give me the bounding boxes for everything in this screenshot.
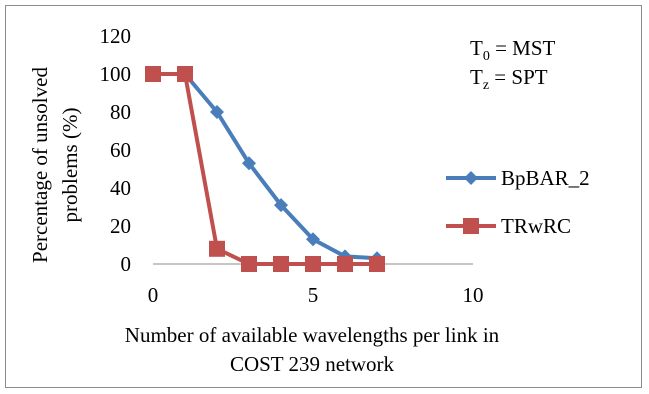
data-point-square xyxy=(369,256,385,272)
y-tick-label: 60 xyxy=(110,138,131,162)
y-axis-title-line1: Percentage of unsolved xyxy=(28,67,52,263)
series-BpBAR_2 xyxy=(146,67,384,266)
legend-label: TRwRC xyxy=(501,214,571,238)
data-point-diamond xyxy=(210,105,224,119)
data-point-square xyxy=(241,256,257,272)
series-TRwRC xyxy=(145,66,385,272)
series-layer xyxy=(145,66,385,272)
y-tick-label: 100 xyxy=(100,62,132,86)
x-tick-label: 5 xyxy=(308,283,319,307)
legend-item: BpBAR_2 xyxy=(446,166,590,190)
data-point-square xyxy=(209,240,225,257)
y-tick-label: 80 xyxy=(110,100,131,124)
data-point-diamond xyxy=(242,156,256,171)
data-point-diamond xyxy=(464,171,478,185)
y-tick-label: 0 xyxy=(121,252,132,276)
y-axis-title-line2: problems (%) xyxy=(58,108,82,223)
x-axis-title-line2: COST 239 network xyxy=(230,352,395,376)
legend-label: BpBAR_2 xyxy=(501,166,590,190)
data-point-square xyxy=(177,66,193,82)
x-axis-title-line1: Number of available wavelengths per link… xyxy=(125,323,500,347)
legend-item: TRwRC xyxy=(446,214,571,238)
y-tick-label: 40 xyxy=(110,176,131,200)
y-axis-ticks: 0 20 40 60 80 100 120 xyxy=(100,24,132,276)
y-tick-label: 120 xyxy=(100,24,132,48)
series-line xyxy=(153,72,378,261)
legend: BpBAR_2 TRwRC xyxy=(446,166,590,238)
data-point-diamond xyxy=(274,198,288,213)
y-tick-label: 20 xyxy=(110,214,131,238)
data-point-square xyxy=(463,218,479,234)
annotation-t0: T0 = MST xyxy=(470,36,556,64)
data-point-square xyxy=(305,256,321,272)
chart-frame xyxy=(5,5,642,388)
data-point-square xyxy=(145,66,161,82)
data-point-square xyxy=(337,256,353,272)
x-axis-ticks: 0 5 10 xyxy=(148,283,484,307)
x-tick-label: 0 xyxy=(148,283,159,307)
x-tick-label: 10 xyxy=(463,283,484,307)
data-point-diamond xyxy=(306,232,320,247)
data-point-square xyxy=(273,256,289,272)
series-line xyxy=(153,72,377,266)
annotation-tz: Tz = SPT xyxy=(470,65,548,93)
